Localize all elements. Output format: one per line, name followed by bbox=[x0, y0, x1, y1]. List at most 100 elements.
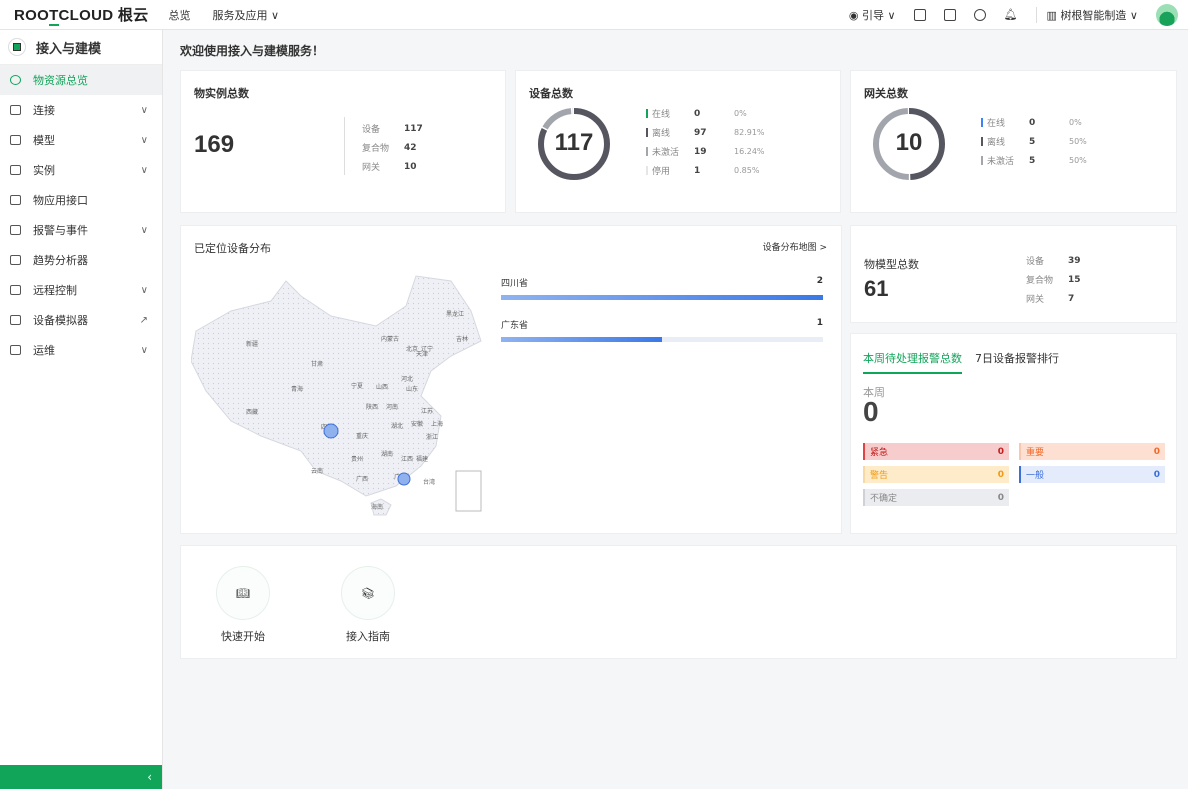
external-link-icon: ↗ bbox=[139, 314, 148, 326]
legend-row: 复合物 15 bbox=[1026, 274, 1081, 287]
alarm-level[interactable]: 警告 0 bbox=[863, 466, 1009, 483]
sidebar-item[interactable]: 实例 ∨ bbox=[0, 155, 162, 185]
province-label: 西藏 bbox=[246, 408, 258, 416]
chevron-down-icon: ∨ bbox=[140, 344, 148, 356]
legend-row: 在线 0 0% bbox=[646, 104, 765, 123]
province-label: 贵州 bbox=[351, 455, 363, 463]
models-card: 物模型总数 61 设备 39 复合物 15 网关 7 bbox=[850, 225, 1177, 323]
chevron-down-icon: ∨ bbox=[140, 284, 148, 296]
gateways-donut bbox=[873, 108, 945, 180]
org-selector[interactable]: ▥ 树根智能制造 ∨ bbox=[1035, 6, 1138, 23]
models-total: 61 bbox=[864, 276, 889, 301]
province-bar: 四川省 2 bbox=[501, 276, 823, 300]
china-map[interactable]: 黑龙江吉林辽宁新疆内蒙古北京天津甘肃青海宁夏山西河北山东西藏陕西河南江苏四川湖北… bbox=[191, 271, 491, 521]
province-label: 福建 bbox=[416, 455, 428, 463]
legend-row: 设备 117 bbox=[362, 123, 423, 136]
province-label: 湖南 bbox=[381, 450, 393, 458]
card-title: 网关总数 bbox=[864, 87, 908, 100]
sidebar-item[interactable]: 远程控制 ∨ bbox=[0, 275, 162, 305]
province-label: 江苏 bbox=[421, 407, 433, 415]
sidebar-item[interactable]: 物应用接口 bbox=[0, 185, 162, 215]
quick-links-card: 📖︎ 快速开始 📚︎ 接入指南 bbox=[180, 545, 1177, 659]
alarm-level[interactable]: 不确定 0 bbox=[863, 489, 1009, 506]
chevron-down-icon: ∨ bbox=[140, 164, 148, 176]
access-guide-button[interactable]: 📚︎ 接入指南 bbox=[328, 566, 408, 644]
province-label: 重庆 bbox=[356, 432, 368, 440]
sidebar-item[interactable]: 物资源总览 bbox=[0, 65, 162, 95]
tab-7day-ranking[interactable]: 7日设备报警排行 bbox=[975, 352, 1059, 365]
logo[interactable]: ROOTCLOUD 根云 bbox=[14, 7, 149, 26]
welcome-title: 欢迎使用接入与建模服务！ bbox=[180, 44, 325, 58]
legend-row: 停用 1 0.85% bbox=[646, 161, 765, 180]
devices-card: 设备总数 117 在线 0 0% 离线 97 82.91% 未激活 19 16.24% 停用 1 0.… bbox=[515, 70, 841, 213]
gateways-card: 网关总数 10 在线 0 0% 离线 5 50% 未激活 5 50% bbox=[850, 70, 1177, 213]
alarms-total: 0 bbox=[863, 396, 879, 427]
alarms-card: 本周待处理报警总数 7日设备报警排行 本周 0 紧急 0 重要 0 警告 0 一般 0 不确定 0 bbox=[850, 333, 1177, 534]
book-icon[interactable] bbox=[913, 8, 926, 21]
legend-row: 未激活 19 16.24% bbox=[646, 142, 765, 161]
province-label: 云南 bbox=[311, 467, 323, 475]
menu-icon bbox=[10, 345, 21, 355]
province-label: 青海 bbox=[291, 385, 303, 393]
sidebar-item[interactable]: 趋势分析器 bbox=[0, 245, 162, 275]
period-label: 本周 bbox=[863, 386, 885, 399]
province-label: 内蒙古 bbox=[381, 335, 399, 343]
legend-row: 在线 0 0% bbox=[981, 113, 1087, 132]
province-label: 山西 bbox=[376, 383, 388, 391]
quick-start-button[interactable]: 📖︎ 快速开始 bbox=[203, 566, 283, 644]
instances-card: 物实例总数 169 设备 117 复合物 42 网关 10 bbox=[180, 70, 506, 213]
sidebar-item[interactable]: 报警与事件 ∨ bbox=[0, 215, 162, 245]
alarm-level[interactable]: 紧急 0 bbox=[863, 443, 1009, 460]
card-title: 物实例总数 bbox=[194, 87, 249, 100]
top-bar: ROOTCLOUD 根云 总览 服务及应用 ∨ ◉ 引导 ∨ 🔔︎ ▥ 树根智能… bbox=[0, 0, 1188, 30]
card-title: 物模型总数 bbox=[864, 258, 919, 271]
province-label: 黑龙江 bbox=[446, 310, 464, 318]
province-label: 吉林 bbox=[456, 335, 468, 343]
alarm-level[interactable]: 一般 0 bbox=[1019, 466, 1165, 483]
alarm-level[interactable]: 重要 0 bbox=[1019, 443, 1165, 460]
menu-icon bbox=[10, 255, 21, 265]
book-open-icon: 📖︎ bbox=[216, 566, 270, 620]
chart-icon[interactable] bbox=[943, 8, 956, 21]
instances-total: 169 bbox=[194, 131, 235, 158]
province-label: 广西 bbox=[356, 475, 368, 483]
province-label: 山东 bbox=[406, 385, 418, 393]
menu-icon bbox=[10, 165, 21, 175]
bell-icon[interactable]: 🔔︎ bbox=[1003, 8, 1018, 21]
legend-row: 设备 39 bbox=[1026, 255, 1081, 268]
sidebar-item[interactable]: 模型 ∨ bbox=[0, 125, 162, 155]
legend-row: 复合物 42 bbox=[362, 142, 417, 155]
chip-icon bbox=[8, 38, 26, 56]
donut-segment bbox=[538, 108, 610, 180]
legend-row: 未激活 5 50% bbox=[981, 151, 1087, 170]
province-label: 河南 bbox=[386, 403, 398, 411]
chevron-down-icon: ∨ bbox=[140, 134, 148, 146]
donut-segment bbox=[873, 108, 945, 180]
tab-weekly-alarms[interactable]: 本周待处理报警总数 bbox=[863, 350, 962, 374]
sidebar-item[interactable]: 设备模拟器 ↗ bbox=[0, 305, 162, 335]
legend-row: 离线 5 50% bbox=[981, 132, 1087, 151]
province-label: 上海 bbox=[431, 420, 443, 428]
menu-icon bbox=[10, 75, 21, 85]
device-map-link[interactable]: 设备分布地图 > bbox=[762, 243, 827, 253]
sidebar-item[interactable]: 运维 ∨ bbox=[0, 335, 162, 365]
card-title: 设备总数 bbox=[529, 87, 573, 100]
menu-icon bbox=[10, 315, 21, 325]
globe-icon[interactable] bbox=[973, 8, 986, 21]
province-bar: 广东省 1 bbox=[501, 318, 823, 342]
province-label: 河北 bbox=[401, 375, 413, 383]
marker-guangdong bbox=[397, 472, 411, 486]
devices-total: 117 bbox=[554, 129, 594, 156]
collapse-sidebar-button[interactable]: ‹ bbox=[0, 765, 162, 789]
card-title: 已定位设备分布 bbox=[194, 242, 271, 255]
nav-overview[interactable]: 总览 bbox=[168, 8, 191, 22]
province-label: 海南 bbox=[371, 503, 383, 511]
province-label: 陕西 bbox=[366, 403, 378, 411]
guide-button[interactable]: ◉ 引导 ∨ bbox=[848, 8, 896, 22]
avatar[interactable] bbox=[1156, 3, 1178, 26]
sidebar-item[interactable]: 连接 ∨ bbox=[0, 95, 162, 125]
menu-icon bbox=[10, 285, 21, 295]
province-label: 新疆 bbox=[246, 340, 258, 348]
province-label: 湖北 bbox=[391, 422, 403, 430]
nav-services[interactable]: 服务及应用 ∨ bbox=[212, 8, 280, 22]
